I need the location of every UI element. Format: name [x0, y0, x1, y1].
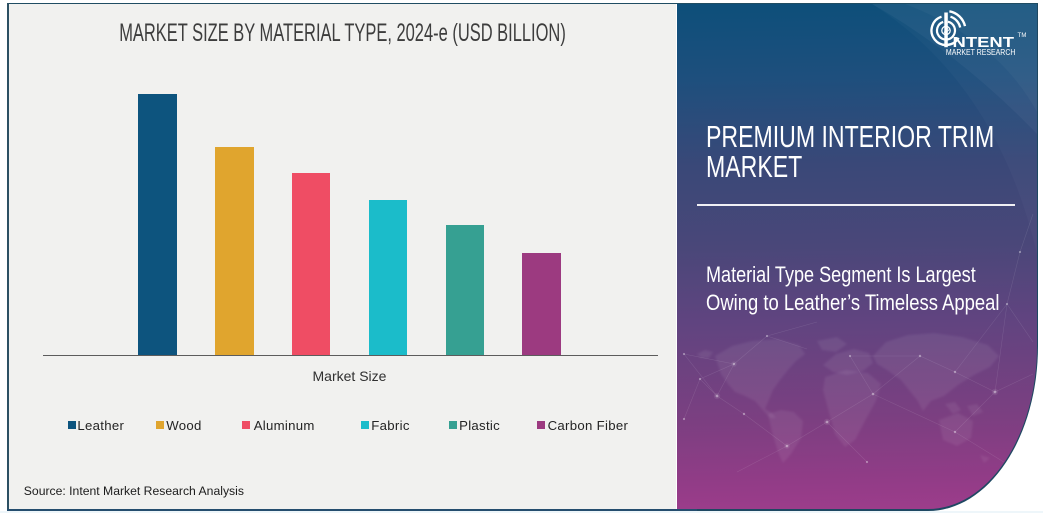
svg-text:NTENT: NTENT: [953, 34, 1015, 51]
svg-text:TM: TM: [1018, 33, 1027, 39]
svg-text:MARKET RESEARCH: MARKET RESEARCH: [946, 47, 1016, 56]
